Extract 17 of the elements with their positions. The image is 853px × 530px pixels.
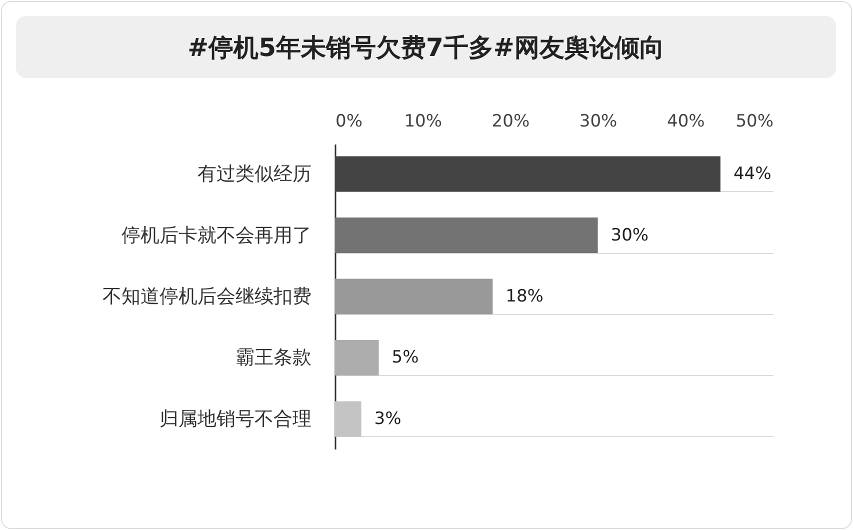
y-tick-label: 归属地销号不合理 <box>160 408 312 430</box>
x-tick-label: 50% <box>736 112 774 132</box>
x-tick-label: 30% <box>579 112 618 132</box>
y-tick-label: 有过类似经历 <box>198 163 312 186</box>
data-label: 3% <box>374 408 402 429</box>
data-label: 44% <box>733 164 772 184</box>
data-label: 30% <box>610 225 649 246</box>
x-tick-label: 20% <box>492 112 530 132</box>
y-tick-label: 霸王条款 <box>236 346 312 369</box>
y-tick-label: 停机后卡就不会再用了 <box>122 224 312 246</box>
data-label: 5% <box>392 348 419 368</box>
x-tick-label: 40% <box>667 112 705 132</box>
data-label: 18% <box>506 286 544 306</box>
x-tick-label: 0% <box>336 112 362 132</box>
y-tick-label: 不知道停机后会继续扣费 <box>102 286 312 308</box>
chart-title: #停机5年未销号欠费7千多#网友舆论倾向 <box>16 16 836 78</box>
x-tick-label: 10% <box>404 112 442 132</box>
